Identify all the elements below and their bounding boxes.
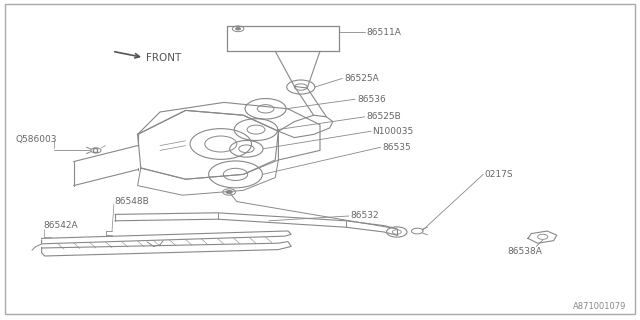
Text: A871001079: A871001079 bbox=[573, 302, 626, 311]
Text: FRONT: FRONT bbox=[146, 53, 181, 63]
Text: 86532: 86532 bbox=[350, 212, 379, 220]
Text: 86542A: 86542A bbox=[44, 221, 78, 230]
Text: Q586003: Q586003 bbox=[16, 135, 58, 144]
Circle shape bbox=[226, 190, 232, 194]
Text: 86525A: 86525A bbox=[344, 74, 379, 83]
Text: 86548B: 86548B bbox=[114, 197, 148, 206]
Text: 86538A: 86538A bbox=[508, 247, 542, 256]
Text: 86536: 86536 bbox=[357, 95, 386, 104]
Text: 86535: 86535 bbox=[382, 143, 411, 152]
Text: N100035: N100035 bbox=[372, 127, 413, 136]
Text: 86525B: 86525B bbox=[366, 112, 401, 121]
Circle shape bbox=[236, 28, 241, 30]
Text: 0217S: 0217S bbox=[484, 170, 513, 179]
Text: 86511A: 86511A bbox=[366, 28, 401, 36]
